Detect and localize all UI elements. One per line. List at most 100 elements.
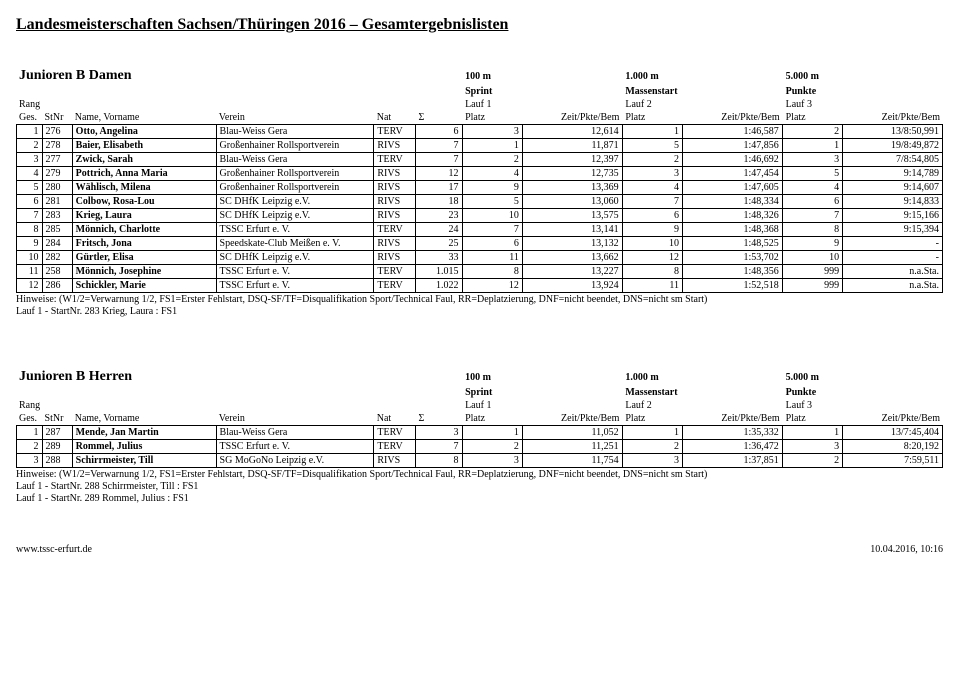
stnr-cell: 286 [42, 279, 72, 293]
nat-cell: RIVS [374, 195, 416, 209]
stnr-cell: 282 [42, 251, 72, 265]
z3-cell: 9:14,833 [843, 195, 943, 209]
table-row: 9284Fritsch, JonaSpeedskate-Club Meißen … [17, 237, 943, 251]
table-row: 8285Mönnich, CharlotteTSSC Erfurt e. V.T… [17, 223, 943, 237]
z1-cell: 13,575 [522, 209, 622, 223]
col-z3: Zeit/Pkte/Bem [843, 111, 943, 124]
verein-cell: SC DHfK Leipzig e.V. [216, 195, 374, 209]
verein-cell: Blau-Weiss Gera [216, 125, 374, 139]
sigma-cell: 7 [416, 153, 462, 167]
p3-cell: 5 [782, 167, 842, 181]
p3-cell: 999 [782, 265, 842, 279]
event-2-type: Massenstart [625, 86, 677, 97]
nat-cell: RIVS [374, 181, 416, 195]
z3-cell: n.a.Sta. [843, 279, 943, 293]
rang-cell: 9 [17, 237, 43, 251]
p2-cell: 9 [622, 223, 682, 237]
z2-cell: 1:53,702 [682, 251, 782, 265]
p3-cell: 3 [782, 440, 842, 454]
rang-cell: 1 [17, 125, 43, 139]
z2-cell: 1:48,356 [682, 265, 782, 279]
nat-cell: RIVS [374, 139, 416, 153]
z2-cell: 1:36,472 [682, 440, 782, 454]
stnr-cell: 276 [42, 125, 72, 139]
col-b-stnr: StNr [42, 412, 72, 425]
verein-cell: Blau-Weiss Gera [216, 153, 374, 167]
stnr-cell: 288 [42, 454, 72, 468]
event-1-lauf: Lauf 1 [462, 98, 622, 111]
rang-cell: 2 [17, 440, 43, 454]
event-1-type: Sprint [465, 86, 492, 97]
p1-cell: 9 [462, 181, 522, 195]
name-cell: Wählisch, Milena [72, 181, 216, 195]
z3-cell: 13/8:50,991 [843, 125, 943, 139]
p2-cell: 2 [622, 440, 682, 454]
z3-cell: 9:15,166 [843, 209, 943, 223]
rang-cell: 5 [17, 181, 43, 195]
name-cell: Mönnich, Charlotte [72, 223, 216, 237]
rang-cell: 6 [17, 195, 43, 209]
z2-cell: 1:35,332 [682, 426, 782, 440]
p1-cell: 7 [462, 223, 522, 237]
sigma-cell: 1.022 [416, 279, 462, 293]
z2-cell: 1:37,851 [682, 454, 782, 468]
event-b1-lauf: Lauf 1 [462, 399, 622, 412]
name-cell: Otto, Angelina [72, 125, 216, 139]
p1-cell: 10 [462, 209, 522, 223]
name-cell: Mende, Jan Martin [72, 426, 216, 440]
event-3-dist: 5.000 m [786, 71, 819, 82]
sigma-cell: 33 [416, 251, 462, 265]
col-b-p2: Platz [622, 412, 682, 425]
z3-cell: 7/8:54,805 [843, 153, 943, 167]
col-rang-2: Ges. [16, 111, 42, 124]
table-row: 12286Schickler, MarieTSSC Erfurt e. V.TE… [17, 279, 943, 293]
nat-cell: RIVS [374, 167, 416, 181]
footer-left: www.tssc-erfurt.de [16, 544, 92, 555]
p2-cell: 6 [622, 209, 682, 223]
stnr-cell: 279 [42, 167, 72, 181]
p2-cell: 3 [622, 454, 682, 468]
event-2-dist: 1.000 m [625, 71, 658, 82]
col-nat: Nat [374, 111, 416, 124]
z1-cell: 13,227 [522, 265, 622, 279]
name-cell: Zwick, Sarah [72, 153, 216, 167]
verein-cell: Blau-Weiss Gera [216, 426, 374, 440]
z1-cell: 11,251 [522, 440, 622, 454]
name-cell: Gürtler, Elisa [72, 251, 216, 265]
name-cell: Schickler, Marie [72, 279, 216, 293]
p3-cell: 8 [782, 223, 842, 237]
col-stnr: StNr [42, 111, 72, 124]
col-p2: Platz [622, 111, 682, 124]
col-b-z1: Zeit/Pkte/Bem [522, 412, 622, 425]
name-cell: Pottrich, Anna Maria [72, 167, 216, 181]
p2-cell: 12 [622, 251, 682, 265]
stnr-cell: 287 [42, 426, 72, 440]
sigma-cell: 18 [416, 195, 462, 209]
p2-cell: 11 [622, 279, 682, 293]
p1-cell: 6 [462, 237, 522, 251]
p1-cell: 3 [462, 454, 522, 468]
p2-cell: 4 [622, 181, 682, 195]
col-b-p3: Platz [783, 412, 843, 425]
p1-cell: 12 [462, 279, 522, 293]
event-b3-type: Punkte [786, 387, 817, 398]
sigma-cell: 24 [416, 223, 462, 237]
z3-cell: 9:15,394 [843, 223, 943, 237]
p1-cell: 11 [462, 251, 522, 265]
z2-cell: 1:46,692 [682, 153, 782, 167]
verein-cell: TSSC Erfurt e. V. [216, 279, 374, 293]
z3-cell: 13/7:45,404 [843, 426, 943, 440]
verein-cell: Großenhainer Rollsportverein [216, 181, 374, 195]
z2-cell: 1:48,334 [682, 195, 782, 209]
table-row: 3277Zwick, SarahBlau-Weiss GeraTERV7212,… [17, 153, 943, 167]
stnr-cell: 280 [42, 181, 72, 195]
sigma-cell: 7 [416, 440, 462, 454]
name-cell: Baier, Elisabeth [72, 139, 216, 153]
p3-cell: 6 [782, 195, 842, 209]
col-sigma: Σ [416, 111, 463, 124]
sigma-cell: 23 [416, 209, 462, 223]
z3-cell: 19/8:49,872 [843, 139, 943, 153]
z1-cell: 13,060 [522, 195, 622, 209]
event-1-dist: 100 m [465, 71, 491, 82]
verein-cell: SG MoGoNo Leipzig e.V. [216, 454, 374, 468]
